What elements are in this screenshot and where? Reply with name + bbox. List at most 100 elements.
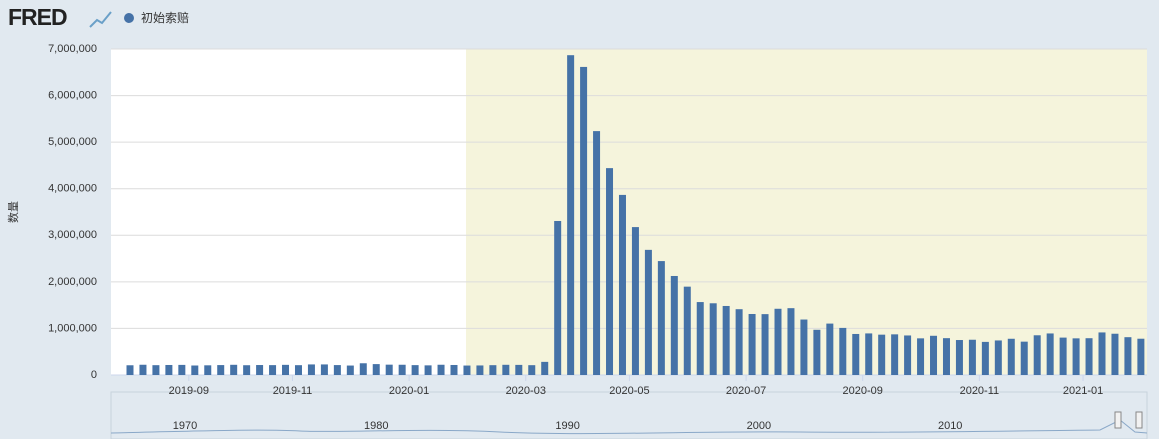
bar: [1033, 335, 1041, 375]
bar: [1059, 337, 1067, 375]
bar: [748, 313, 756, 375]
x-tick-label: 2020-11: [960, 385, 1000, 397]
bar: [878, 334, 886, 375]
bar: [722, 305, 730, 375]
bar: [787, 308, 795, 375]
bar: [139, 364, 147, 375]
bar: [618, 194, 626, 375]
bar: [606, 168, 614, 375]
bar: [217, 365, 225, 375]
bar: [1098, 332, 1106, 375]
navigator: [110, 391, 1148, 439]
bar: [282, 364, 290, 375]
bar: [1020, 341, 1028, 375]
bar: [942, 338, 950, 375]
logo-icon: [89, 11, 112, 28]
bar: [1111, 333, 1119, 375]
bar: [930, 335, 938, 375]
bar: [372, 364, 380, 375]
bar: [269, 365, 277, 375]
bar: [424, 365, 432, 375]
bar: [126, 365, 134, 375]
bar: [696, 302, 704, 375]
bar: [243, 365, 251, 375]
x-tick-label: 2019-09: [169, 385, 209, 397]
logo: FRED: [8, 4, 67, 30]
bar: [891, 334, 899, 375]
bar: [580, 66, 588, 376]
bar: [1007, 338, 1015, 375]
x-tick-label: 2020-03: [506, 385, 546, 397]
bar: [489, 365, 497, 375]
bar: [735, 309, 743, 375]
bar: [644, 249, 652, 375]
navigator-line: [110, 419, 1148, 435]
navigator-label: 1990: [555, 420, 579, 432]
bar: [256, 365, 264, 375]
y-axis-label: 数量: [7, 201, 20, 223]
legend-marker: [124, 13, 134, 23]
bar: [670, 275, 678, 375]
bar: [1124, 337, 1132, 375]
navigator-handle[interactable]: [1135, 411, 1143, 429]
bar: [1046, 333, 1054, 375]
y-tick-label: 6,000,000: [48, 89, 97, 101]
bar: [826, 323, 834, 375]
x-tick-label: 2019-11: [273, 385, 313, 397]
bar: [774, 308, 782, 375]
navigator-handle[interactable]: [1114, 411, 1122, 429]
bar: [515, 364, 523, 375]
x-tick-label: 2020-09: [843, 385, 883, 397]
bar: [955, 340, 963, 375]
navigator-label: 2010: [938, 420, 962, 432]
legend-label: 初始索赔: [141, 10, 189, 25]
y-tick-label: 1,000,000: [48, 322, 97, 334]
bar: [152, 365, 160, 375]
y-tick-label: 3,000,000: [48, 229, 97, 241]
y-tick-label: 7,000,000: [48, 43, 97, 55]
bar: [1137, 338, 1145, 375]
x-tick-label: 2020-05: [609, 385, 649, 397]
bar: [968, 339, 976, 375]
bar: [541, 361, 549, 375]
bar: [800, 319, 808, 375]
bar: [593, 131, 601, 375]
bar: [994, 340, 1002, 375]
bar: [333, 365, 341, 375]
bar: [463, 365, 471, 375]
bar: [230, 364, 238, 375]
bar: [567, 55, 575, 375]
bar: [839, 327, 847, 375]
legend: 初始索赔: [124, 10, 189, 25]
bar: [191, 365, 199, 375]
bar: [917, 338, 925, 375]
bar: [307, 364, 315, 375]
bar: [411, 365, 419, 375]
bar: [502, 364, 510, 375]
bar: [385, 364, 393, 375]
bar: [813, 329, 821, 375]
x-tick-label: 2021-01: [1063, 385, 1103, 397]
bar: [450, 364, 458, 375]
x-tick-label: 2020-07: [726, 385, 766, 397]
bar: [437, 364, 445, 375]
bar: [398, 364, 406, 375]
bar: [320, 364, 328, 375]
y-tick-label: 4,000,000: [48, 183, 97, 195]
bar: [294, 365, 302, 375]
bar: [204, 365, 212, 375]
bar: [1085, 338, 1093, 375]
bar: [683, 286, 691, 375]
bar: [865, 333, 873, 375]
bar: [554, 220, 562, 375]
bar: [852, 333, 860, 375]
navigator-label: 1980: [364, 420, 388, 432]
navigator-label: 2000: [747, 420, 771, 432]
bar: [904, 335, 912, 375]
bar: [346, 365, 354, 375]
bar: [476, 365, 484, 375]
bar: [1072, 338, 1080, 375]
y-tick-label: 0: [91, 369, 97, 381]
bar: [165, 364, 173, 375]
